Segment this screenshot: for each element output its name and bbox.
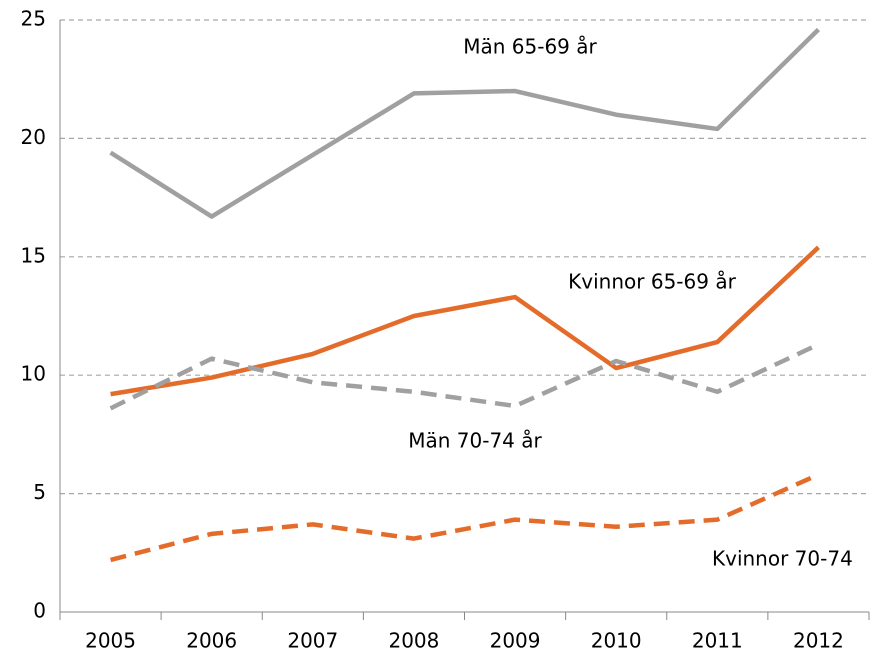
y-tick-label: 20 xyxy=(21,125,46,149)
y-tick-label: 15 xyxy=(21,243,46,267)
x-tick-label: 2011 xyxy=(692,629,743,653)
y-tick-label: 25 xyxy=(21,7,46,31)
x-tick-label: 2006 xyxy=(186,629,237,653)
x-tick-label: 2007 xyxy=(287,629,338,653)
y-tick-label: 10 xyxy=(21,362,46,386)
x-tick-label: 2005 xyxy=(85,629,136,653)
x-tick-label: 2009 xyxy=(490,629,541,653)
x-tick-label: 2010 xyxy=(591,629,642,653)
series-label: Män 65-69 år xyxy=(463,35,597,59)
y-tick-label: 5 xyxy=(33,480,46,504)
series-line xyxy=(110,472,820,563)
x-tick-label: 2012 xyxy=(793,629,844,653)
x-tick-label: 2008 xyxy=(388,629,439,653)
series-line xyxy=(109,27,821,219)
series-label: Kvinnor 70-74 xyxy=(712,547,853,571)
series-label: Män 70-74 år xyxy=(408,429,542,453)
series-label: Kvinnor 65-69 år xyxy=(568,270,736,294)
series-line xyxy=(110,245,820,397)
y-tick-label: 0 xyxy=(33,599,46,623)
series-line xyxy=(109,342,820,411)
